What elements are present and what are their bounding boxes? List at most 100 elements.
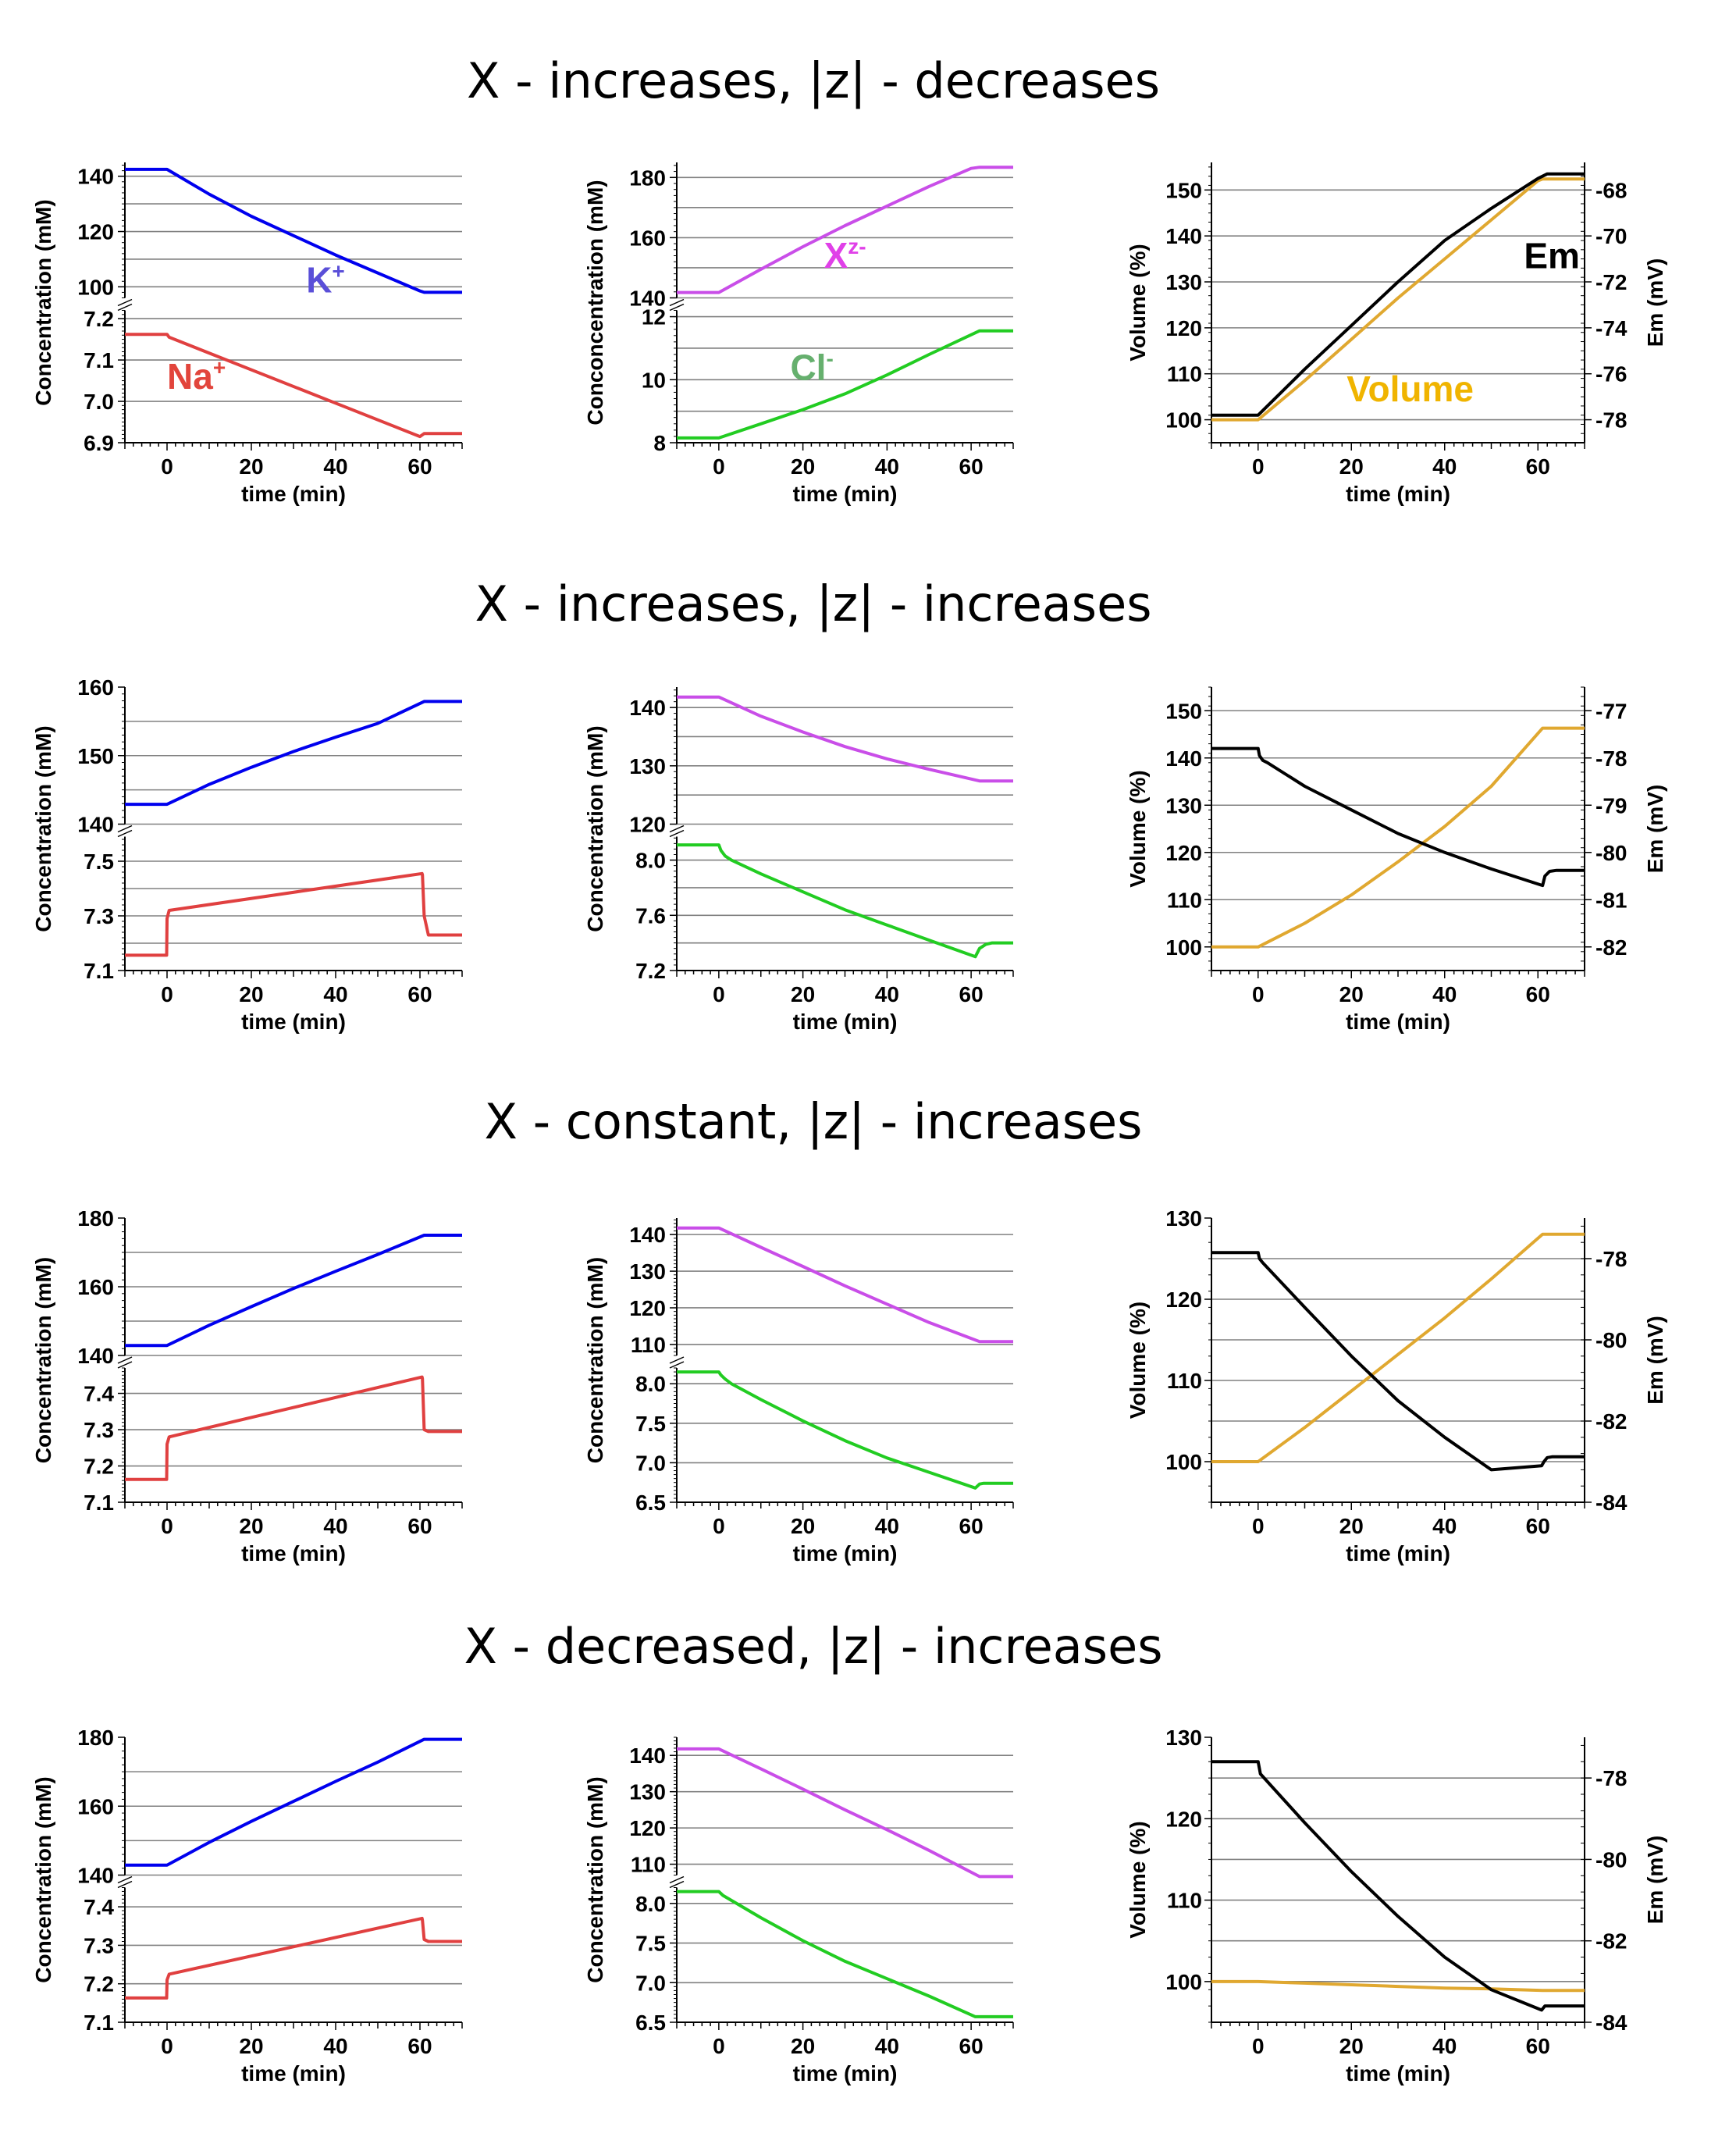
y-tick-label: 150 — [77, 744, 114, 768]
axis-break-mark — [669, 1875, 685, 1884]
y-axis-label: Concentration (mM) — [31, 725, 55, 931]
y-axis-label: Concentration (mM) — [583, 1776, 607, 1982]
y-tick-label: 130 — [1165, 270, 1202, 294]
y-tick-label: 160 — [77, 675, 114, 700]
axis-break-mark — [669, 1880, 685, 1889]
y-tick-label: 100 — [1165, 1970, 1202, 1994]
series-label-em: Em — [1524, 235, 1580, 276]
series-line-em — [1211, 1760, 1585, 2012]
x-axis-label: time (min) — [793, 1541, 898, 1565]
x-tick-label: 0 — [713, 454, 725, 479]
axis-break-mark — [117, 298, 133, 307]
y-tick-label: 100 — [1165, 1450, 1202, 1474]
y2-tick-label: -77 — [1595, 699, 1627, 723]
y2-tick-label: -78 — [1595, 1247, 1627, 1271]
x-tick-label: 40 — [1432, 2034, 1457, 2058]
axis-break-mark — [669, 298, 685, 307]
axis-break-mark — [117, 1356, 133, 1364]
x-tick-label: 60 — [959, 2034, 984, 2058]
x-tick-label: 20 — [239, 982, 263, 1006]
y-axis-label: Volume (%) — [1126, 1821, 1150, 1938]
x-tick-label: 20 — [791, 982, 815, 1006]
x-tick-label: 60 — [1526, 1514, 1550, 1538]
y-axis-label: Concentration (mM) — [31, 1257, 55, 1463]
x-tick-label: 40 — [1432, 454, 1457, 479]
y-tick-label: 8 — [653, 431, 666, 455]
axis-break-mark — [117, 825, 133, 833]
y2-tick-label: -81 — [1595, 888, 1627, 912]
x-tick-label: 60 — [407, 982, 432, 1006]
x-tick-label: 20 — [1339, 2034, 1364, 2058]
y-tick-label: 160 — [77, 1794, 114, 1818]
y-tick-label: 7.5 — [635, 1932, 666, 1956]
panel-r1-volume-em: 0 20 40 60 time (min) 100 110 120 130 140 150 -78 -7… — [1126, 162, 1667, 506]
y2-tick-label: -72 — [1595, 270, 1627, 294]
x-tick-label: 0 — [1252, 454, 1265, 479]
y-tick-label: 120 — [1165, 1807, 1202, 1831]
x-tick-label: 60 — [1526, 982, 1550, 1006]
y-tick-label: 7.3 — [84, 904, 114, 928]
y-tick-label: 140 — [77, 813, 114, 837]
y-tick-label: 180 — [77, 1726, 114, 1750]
series-line-k — [125, 1234, 462, 1348]
series-line-k — [125, 167, 462, 294]
y-tick-label: 7.2 — [84, 1455, 114, 1479]
y-tick-label: 150 — [1165, 699, 1202, 723]
y-tick-label: 140 — [629, 696, 666, 720]
series-line-na — [125, 1375, 462, 1481]
x-tick-label: 0 — [1252, 2034, 1265, 2058]
x-axis-label: time (min) — [241, 1541, 346, 1565]
y-axis-label: Concentration (mM) — [31, 199, 55, 405]
x-axis-label: time (min) — [793, 2061, 898, 2086]
series-line-x — [677, 1747, 1013, 1879]
axis-break-mark — [117, 1875, 133, 1884]
x-tick-label: 40 — [875, 2034, 899, 2058]
y-tick-label: 130 — [1165, 1726, 1202, 1750]
y-tick-label: 7.0 — [635, 1451, 666, 1475]
axis-break-mark — [117, 1361, 133, 1369]
y-tick-label: 140 — [629, 1744, 666, 1768]
x-tick-label: 60 — [959, 1514, 984, 1538]
y-tick-label: 140 — [77, 1344, 114, 1368]
axis-break-mark — [669, 1361, 685, 1369]
x-axis-label: time (min) — [241, 482, 346, 506]
y2-tick-label: -80 — [1595, 841, 1627, 865]
panel-r4-cation: 0 20 40 60 time (min) 140 160 180 7.1 7.2 7.3 7.4 Co… — [31, 1726, 463, 2086]
panel-r4-anion: 0 20 40 60 time (min) 110 120 130 140 6.5 7.0 7.5 8.… — [583, 1736, 1014, 2086]
panel-r3-cation: 0 20 40 60 time (min) 140 160 180 7.1 7.2 7.3 7.4 Co… — [31, 1206, 463, 1565]
y-tick-label: 130 — [629, 1780, 666, 1804]
y-tick-label: 7.4 — [84, 1895, 114, 1919]
y2-axis-label: Em (mV) — [1643, 1836, 1667, 1925]
x-tick-label: 40 — [875, 1514, 899, 1538]
x-axis-label: time (min) — [1346, 2061, 1450, 2086]
panel-r4-volume-em: 0 20 40 60 time (min) 100 110 120 130 -84 -82 -80 -7… — [1126, 1726, 1667, 2086]
y2-tick-label: -70 — [1595, 224, 1627, 248]
series-line-k — [125, 700, 462, 807]
x-tick-label: 0 — [713, 2034, 725, 2058]
series-line-em — [1211, 1251, 1585, 1472]
series-line-volume — [1211, 1232, 1585, 1463]
x-tick-label: 40 — [323, 2034, 347, 2058]
x-tick-label: 0 — [1252, 982, 1265, 1006]
x-tick-label: 20 — [239, 454, 263, 479]
series-line-em — [1211, 746, 1585, 888]
y-tick-label: 180 — [629, 166, 666, 190]
axis-break-mark — [669, 303, 685, 312]
series-line-x — [677, 166, 1013, 294]
y-tick-label: 140 — [77, 165, 114, 189]
x-tick-label: 0 — [161, 1514, 173, 1538]
series-line-cl — [677, 1370, 1013, 1490]
x-axis-label: time (min) — [241, 1010, 346, 1034]
y-tick-label: 120 — [1165, 841, 1202, 865]
y-tick-label: 7.1 — [84, 348, 114, 372]
y2-tick-label: -78 — [1595, 1766, 1627, 1790]
y-tick-label: 7.2 — [84, 307, 114, 331]
y-tick-label: 6.9 — [84, 431, 114, 455]
x-axis-label: time (min) — [241, 2061, 346, 2086]
y2-tick-label: -80 — [1595, 1847, 1627, 1872]
y-tick-label: 130 — [1165, 793, 1202, 817]
y-tick-label: 6.5 — [635, 2011, 666, 2035]
y-tick-label: 140 — [1165, 746, 1202, 771]
